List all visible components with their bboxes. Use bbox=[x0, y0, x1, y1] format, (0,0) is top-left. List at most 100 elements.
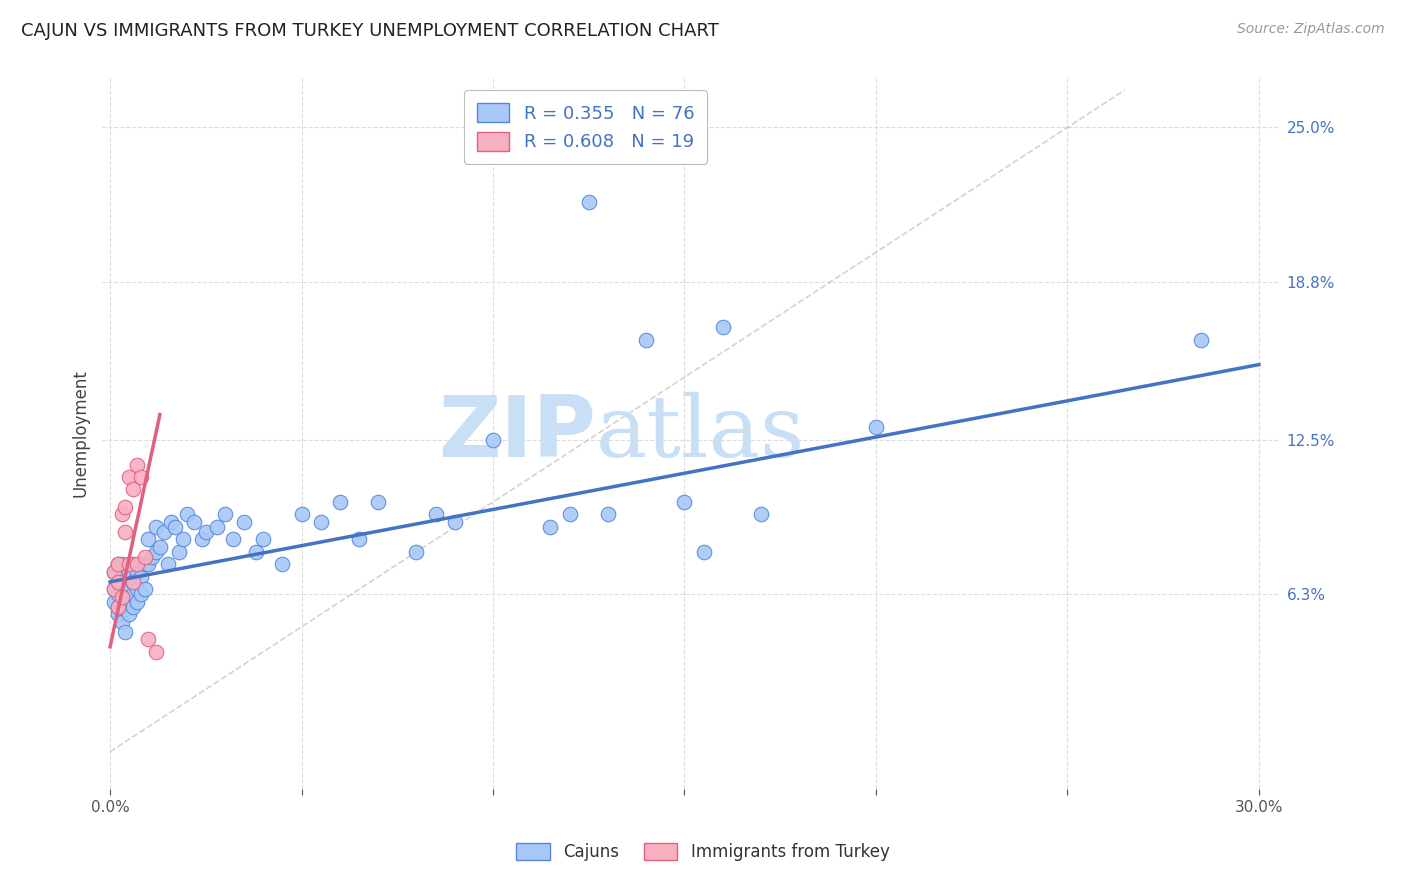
Point bbox=[443, 515, 465, 529]
Point bbox=[125, 582, 148, 597]
Point bbox=[122, 587, 145, 601]
Point bbox=[425, 508, 447, 522]
Point bbox=[172, 533, 194, 547]
Point bbox=[110, 590, 132, 604]
Point bbox=[207, 520, 229, 534]
Point bbox=[138, 533, 160, 547]
Point bbox=[214, 508, 236, 522]
Point bbox=[145, 545, 167, 559]
Point bbox=[290, 508, 312, 522]
Point bbox=[110, 558, 132, 572]
Point bbox=[194, 524, 217, 539]
Point bbox=[636, 333, 658, 347]
Point bbox=[138, 558, 160, 572]
Point bbox=[165, 520, 187, 534]
Point bbox=[367, 495, 389, 509]
Point bbox=[122, 574, 145, 589]
Point bbox=[865, 420, 887, 434]
Point bbox=[110, 615, 132, 629]
Point bbox=[125, 458, 148, 472]
Point bbox=[183, 515, 205, 529]
Point bbox=[125, 558, 148, 572]
Point bbox=[107, 599, 129, 614]
Text: Source: ZipAtlas.com: Source: ZipAtlas.com bbox=[1237, 22, 1385, 37]
Point bbox=[596, 508, 619, 522]
Text: atlas: atlas bbox=[596, 392, 806, 475]
Point bbox=[129, 470, 152, 484]
Point bbox=[347, 533, 370, 547]
Point bbox=[107, 607, 129, 622]
Point bbox=[558, 508, 581, 522]
Point bbox=[145, 645, 167, 659]
Point bbox=[103, 565, 125, 579]
Point bbox=[110, 508, 132, 522]
Point bbox=[122, 574, 145, 589]
Point bbox=[114, 500, 136, 514]
Point bbox=[107, 574, 129, 589]
Point bbox=[134, 549, 156, 564]
Point bbox=[114, 587, 136, 601]
Point bbox=[167, 545, 190, 559]
Point bbox=[125, 595, 148, 609]
Point bbox=[110, 599, 132, 614]
Point bbox=[221, 533, 243, 547]
Point bbox=[103, 582, 125, 597]
Point bbox=[129, 587, 152, 601]
Point bbox=[271, 558, 294, 572]
Point bbox=[107, 587, 129, 601]
Point bbox=[145, 520, 167, 534]
Point bbox=[134, 582, 156, 597]
Point bbox=[107, 558, 129, 572]
Point bbox=[149, 540, 172, 554]
Point bbox=[309, 515, 332, 529]
Point bbox=[191, 533, 214, 547]
Point bbox=[114, 565, 136, 579]
Point bbox=[329, 495, 352, 509]
Legend: R = 0.355   N = 76, R = 0.608   N = 19: R = 0.355 N = 76, R = 0.608 N = 19 bbox=[464, 90, 707, 164]
Point bbox=[540, 520, 562, 534]
Point bbox=[122, 558, 145, 572]
Point bbox=[152, 524, 174, 539]
Point bbox=[692, 545, 714, 559]
Text: CAJUN VS IMMIGRANTS FROM TURKEY UNEMPLOYMENT CORRELATION CHART: CAJUN VS IMMIGRANTS FROM TURKEY UNEMPLOY… bbox=[21, 22, 718, 40]
Point bbox=[118, 595, 141, 609]
Point bbox=[129, 570, 152, 584]
Point bbox=[138, 632, 160, 647]
Point bbox=[405, 545, 427, 559]
Point bbox=[141, 549, 163, 564]
Point bbox=[118, 558, 141, 572]
Point bbox=[118, 470, 141, 484]
Point bbox=[245, 545, 267, 559]
Point bbox=[125, 565, 148, 579]
Point bbox=[578, 195, 600, 210]
Point bbox=[114, 624, 136, 639]
Point bbox=[103, 582, 125, 597]
Point bbox=[107, 574, 129, 589]
Point bbox=[122, 599, 145, 614]
Point bbox=[103, 595, 125, 609]
Point bbox=[156, 558, 179, 572]
Point bbox=[1191, 333, 1213, 347]
Point bbox=[107, 599, 129, 614]
Point bbox=[749, 508, 772, 522]
Point bbox=[110, 574, 132, 589]
Point bbox=[118, 580, 141, 594]
Point bbox=[176, 508, 198, 522]
Point bbox=[122, 483, 145, 497]
Point bbox=[110, 582, 132, 597]
Point bbox=[252, 533, 274, 547]
Point bbox=[118, 565, 141, 579]
Point bbox=[233, 515, 256, 529]
Y-axis label: Unemployment: Unemployment bbox=[72, 369, 89, 497]
Point bbox=[711, 320, 734, 334]
Point bbox=[118, 607, 141, 622]
Point bbox=[160, 515, 183, 529]
Legend: Cajuns, Immigrants from Turkey: Cajuns, Immigrants from Turkey bbox=[510, 836, 896, 868]
Text: ZIP: ZIP bbox=[439, 392, 596, 475]
Point bbox=[134, 558, 156, 572]
Point bbox=[482, 433, 505, 447]
Point bbox=[103, 565, 125, 579]
Point bbox=[114, 602, 136, 616]
Point bbox=[673, 495, 696, 509]
Point bbox=[110, 570, 132, 584]
